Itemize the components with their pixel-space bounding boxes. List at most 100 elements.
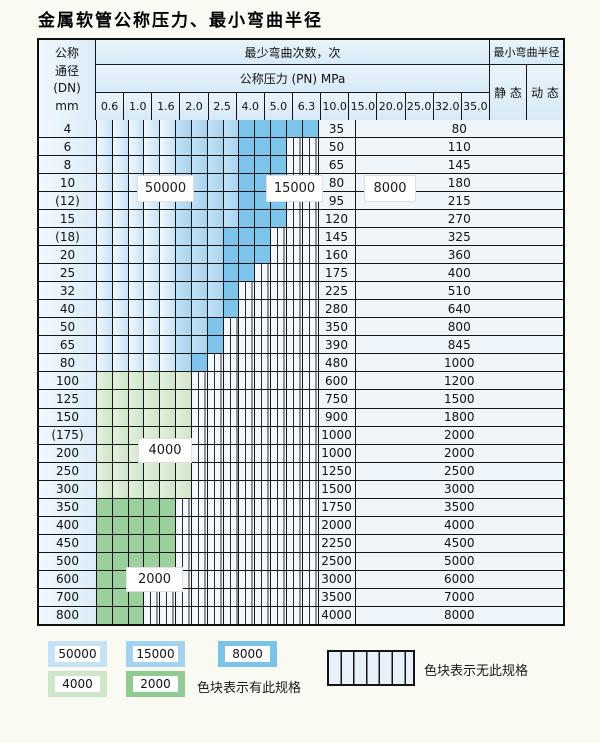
spec-cell: [223, 300, 240, 318]
dynamic-radius-value: 2000: [355, 444, 563, 462]
spec-cell: [176, 156, 192, 174]
no-spec-cell: [302, 156, 318, 174]
no-spec-cell: [271, 318, 287, 336]
spec-cell: [112, 156, 129, 174]
spec-cell: [176, 462, 192, 480]
static-radius-value: 2000: [318, 516, 356, 534]
spec-cell: [160, 552, 177, 570]
no-spec-cell: [160, 588, 177, 606]
spec-cells: [97, 300, 319, 318]
static-radius-value: 160: [318, 246, 356, 264]
no-spec-cell: [286, 408, 303, 426]
spec-cell: [207, 318, 224, 336]
spec-cell: [112, 138, 129, 156]
static-radius-value: 1500: [318, 480, 356, 498]
no-spec-cell: [207, 516, 224, 534]
spec-cell: [128, 246, 145, 264]
spec-cell: [191, 138, 208, 156]
no-spec-cell: [239, 606, 256, 624]
spec-cell: [97, 588, 113, 606]
table-row: 25 175 400: [39, 264, 563, 283]
no-spec-cell: [302, 408, 318, 426]
no-spec-cell: [255, 480, 272, 498]
spec-cell: [160, 120, 177, 138]
spec-cell: [128, 300, 145, 318]
pressure-column-header: 0.6: [96, 93, 125, 120]
no-spec-cell: [191, 426, 208, 444]
no-spec-cell: [286, 552, 303, 570]
legend-swatch-8000: 8000: [218, 641, 277, 667]
dn-cell: 6: [39, 138, 97, 156]
no-spec-cell: [302, 606, 318, 624]
spec-cell: [223, 192, 240, 210]
spec-cell: [160, 462, 177, 480]
no-spec-cell: [191, 498, 208, 516]
spec-cell: [191, 210, 208, 228]
spec-cell: [144, 138, 161, 156]
no-spec-cell: [144, 588, 161, 606]
no-spec-cell: [255, 552, 272, 570]
no-spec-cell: [286, 426, 303, 444]
spec-cell: [97, 354, 113, 372]
no-spec-cell: [223, 516, 240, 534]
spec-cell: [191, 246, 208, 264]
legend-swatch-15000-value: 15000: [133, 646, 178, 662]
spec-cell: [112, 354, 129, 372]
spec-cell: [271, 210, 287, 228]
no-spec-cell: [207, 588, 224, 606]
table-row: 150 900 1800: [39, 408, 563, 427]
spec-cell: [128, 228, 145, 246]
dynamic-radius-value: 845: [355, 336, 563, 354]
dn-cell: 400: [39, 516, 97, 534]
spec-cell: [160, 498, 177, 516]
static-radius-value: 2250: [318, 534, 356, 552]
table-row: (18) 145 325: [39, 228, 563, 247]
no-spec-cell: [191, 516, 208, 534]
no-spec-cell: [286, 372, 303, 390]
no-spec-cell: [255, 426, 272, 444]
no-spec-cell: [271, 390, 287, 408]
spec-cell: [112, 390, 129, 408]
spec-cells: [97, 444, 319, 462]
no-spec-cell: [286, 516, 303, 534]
dynamic-radius-value: 1500: [355, 390, 563, 408]
no-spec-cell: [286, 606, 303, 624]
zone-label-15000: 15000: [266, 175, 323, 202]
spec-cell: [207, 156, 224, 174]
spec-cell: [112, 300, 129, 318]
no-spec-cell: [191, 408, 208, 426]
table-row: 700 3500 7000: [39, 588, 563, 607]
spec-cell: [239, 228, 256, 246]
no-spec-cell: [271, 354, 287, 372]
no-spec-cell: [271, 570, 287, 588]
spec-cell: [112, 174, 129, 192]
spec-cell: [191, 318, 208, 336]
no-spec-cell: [302, 264, 318, 282]
no-spec-cell: [255, 318, 272, 336]
static-radius-value: 600: [318, 372, 356, 390]
no-spec-cell: [302, 534, 318, 552]
no-spec-cell: [286, 282, 303, 300]
no-spec-cell: [191, 444, 208, 462]
static-radius-value: 900: [318, 408, 356, 426]
spec-cell: [207, 120, 224, 138]
spec-cells: [97, 516, 319, 534]
legend-swatch-8000-value: 8000: [225, 646, 270, 662]
dynamic-radius-value: 1000: [355, 354, 563, 372]
spec-cell: [128, 534, 145, 552]
no-spec-cell: [271, 498, 287, 516]
dynamic-radius-value: 4000: [355, 516, 563, 534]
no-spec-cell: [255, 390, 272, 408]
spec-cell: [255, 138, 272, 156]
spec-cell: [128, 498, 145, 516]
spec-cell: [112, 210, 129, 228]
spec-cell: [97, 498, 113, 516]
spec-cells: [97, 390, 319, 408]
no-spec-cell: [271, 246, 287, 264]
spec-cell: [144, 300, 161, 318]
spec-cell: [160, 480, 177, 498]
spec-cell: [176, 318, 192, 336]
table-row: 65 390 845: [39, 336, 563, 355]
pressure-column-header: 6.3: [292, 93, 322, 120]
no-spec-cell: [286, 156, 303, 174]
